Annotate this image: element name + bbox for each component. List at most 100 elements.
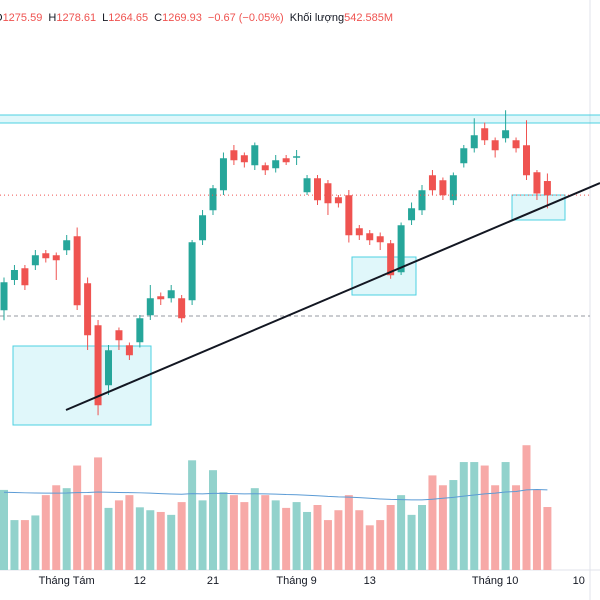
volume-bar (219, 492, 228, 570)
candle-body (84, 283, 92, 336)
candle-body (188, 242, 196, 301)
volume-bar (344, 495, 353, 570)
volume-bar (491, 485, 500, 570)
candle-body (230, 150, 238, 161)
candle-body (146, 298, 154, 316)
x-tick-label: Tháng 10 (472, 575, 518, 587)
candle-body (502, 130, 510, 139)
candle-body (324, 183, 332, 204)
open-value: 1275.59 (2, 12, 43, 24)
volume-bar (418, 505, 426, 570)
ohlc-header: O1275.59 H1278.61 L1264.65 C1269.93 −0.6… (0, 12, 396, 24)
candle-body (125, 345, 133, 356)
candle-body (366, 233, 374, 241)
high-value: 1278.61 (56, 12, 97, 24)
x-tick-label: Tháng Tám (39, 575, 95, 587)
volume-bar (73, 465, 82, 570)
volume-bar (83, 495, 92, 570)
volume-bar (135, 507, 144, 570)
candle-body (345, 195, 353, 236)
candle-body (272, 160, 280, 169)
candle-body (282, 158, 290, 163)
candle-body (21, 268, 29, 286)
volume-bar (532, 489, 541, 570)
candle-body (31, 255, 39, 266)
x-tick-label: 13 (364, 575, 376, 587)
candle-body (0, 282, 8, 311)
trend-line (65, 182, 600, 411)
resistance-zone (0, 114, 600, 124)
volume-bar (365, 525, 374, 570)
candle-body (209, 188, 217, 211)
volume-bar (229, 495, 238, 570)
candle-body (418, 190, 426, 211)
change-pct: (−0.05%) (238, 12, 284, 24)
candle-body (408, 208, 416, 221)
volume-label: Khối lượng (289, 12, 345, 24)
volume-bar (198, 500, 207, 570)
marks (0, 110, 590, 570)
volume-bar (292, 502, 301, 570)
volume-bar (209, 470, 217, 570)
candle-body (314, 178, 321, 201)
volume-bar (470, 462, 479, 570)
change: −0.67 (207, 12, 236, 24)
candle-body (261, 165, 269, 171)
volume-bar (104, 507, 113, 570)
volume-bar (376, 520, 385, 570)
candle-body (167, 290, 175, 299)
volume-bar (271, 500, 280, 570)
volume-bar (261, 495, 270, 570)
volume-bar (20, 520, 29, 570)
volume-bar (10, 520, 19, 570)
candle-body (491, 140, 499, 151)
volume-bar (303, 511, 312, 570)
candle-body (52, 255, 60, 261)
volume-bar (313, 505, 322, 570)
candle-body (219, 158, 227, 191)
candle-body (481, 128, 489, 141)
low-label: L (102, 12, 109, 24)
candle-body (533, 172, 541, 194)
volume-bar (0, 489, 8, 570)
volume-ma-line (3, 488, 548, 501)
candle-body (42, 253, 50, 259)
candle-body (293, 156, 301, 158)
volume-bar (323, 520, 332, 570)
candle-body (355, 228, 363, 236)
volume-bar (480, 465, 489, 570)
x-tick-label: 12 (134, 575, 146, 587)
volume-bar (156, 511, 165, 570)
candle-body (240, 155, 248, 163)
x-tick-label: Tháng 9 (276, 575, 316, 587)
candle-body (105, 350, 112, 386)
volume-bar (240, 502, 249, 570)
candle-body (543, 181, 551, 196)
volume-bar (62, 488, 71, 570)
candle-body (449, 175, 457, 201)
candle-body (470, 135, 478, 149)
volume-bar (407, 514, 416, 570)
volume-bar (177, 502, 186, 570)
candle-body (523, 145, 530, 176)
volume-bar (114, 500, 123, 570)
candle-body (73, 236, 81, 306)
volume-bar (459, 462, 468, 570)
volume-bar (146, 510, 155, 570)
candle-body (94, 325, 102, 406)
volume-bar (501, 462, 510, 570)
candle-body (303, 178, 311, 193)
volume-bar (449, 480, 458, 570)
candle-body (376, 236, 384, 243)
volume-bar (522, 445, 531, 570)
candle-body (428, 175, 436, 191)
volume-bar (94, 457, 103, 570)
volume-bar (334, 510, 343, 570)
close-label: C (154, 12, 163, 24)
x-tick-label: 10 (573, 575, 585, 587)
volume-bar (167, 514, 176, 570)
close-value: 1269.93 (162, 12, 202, 24)
support-box (12, 345, 152, 426)
